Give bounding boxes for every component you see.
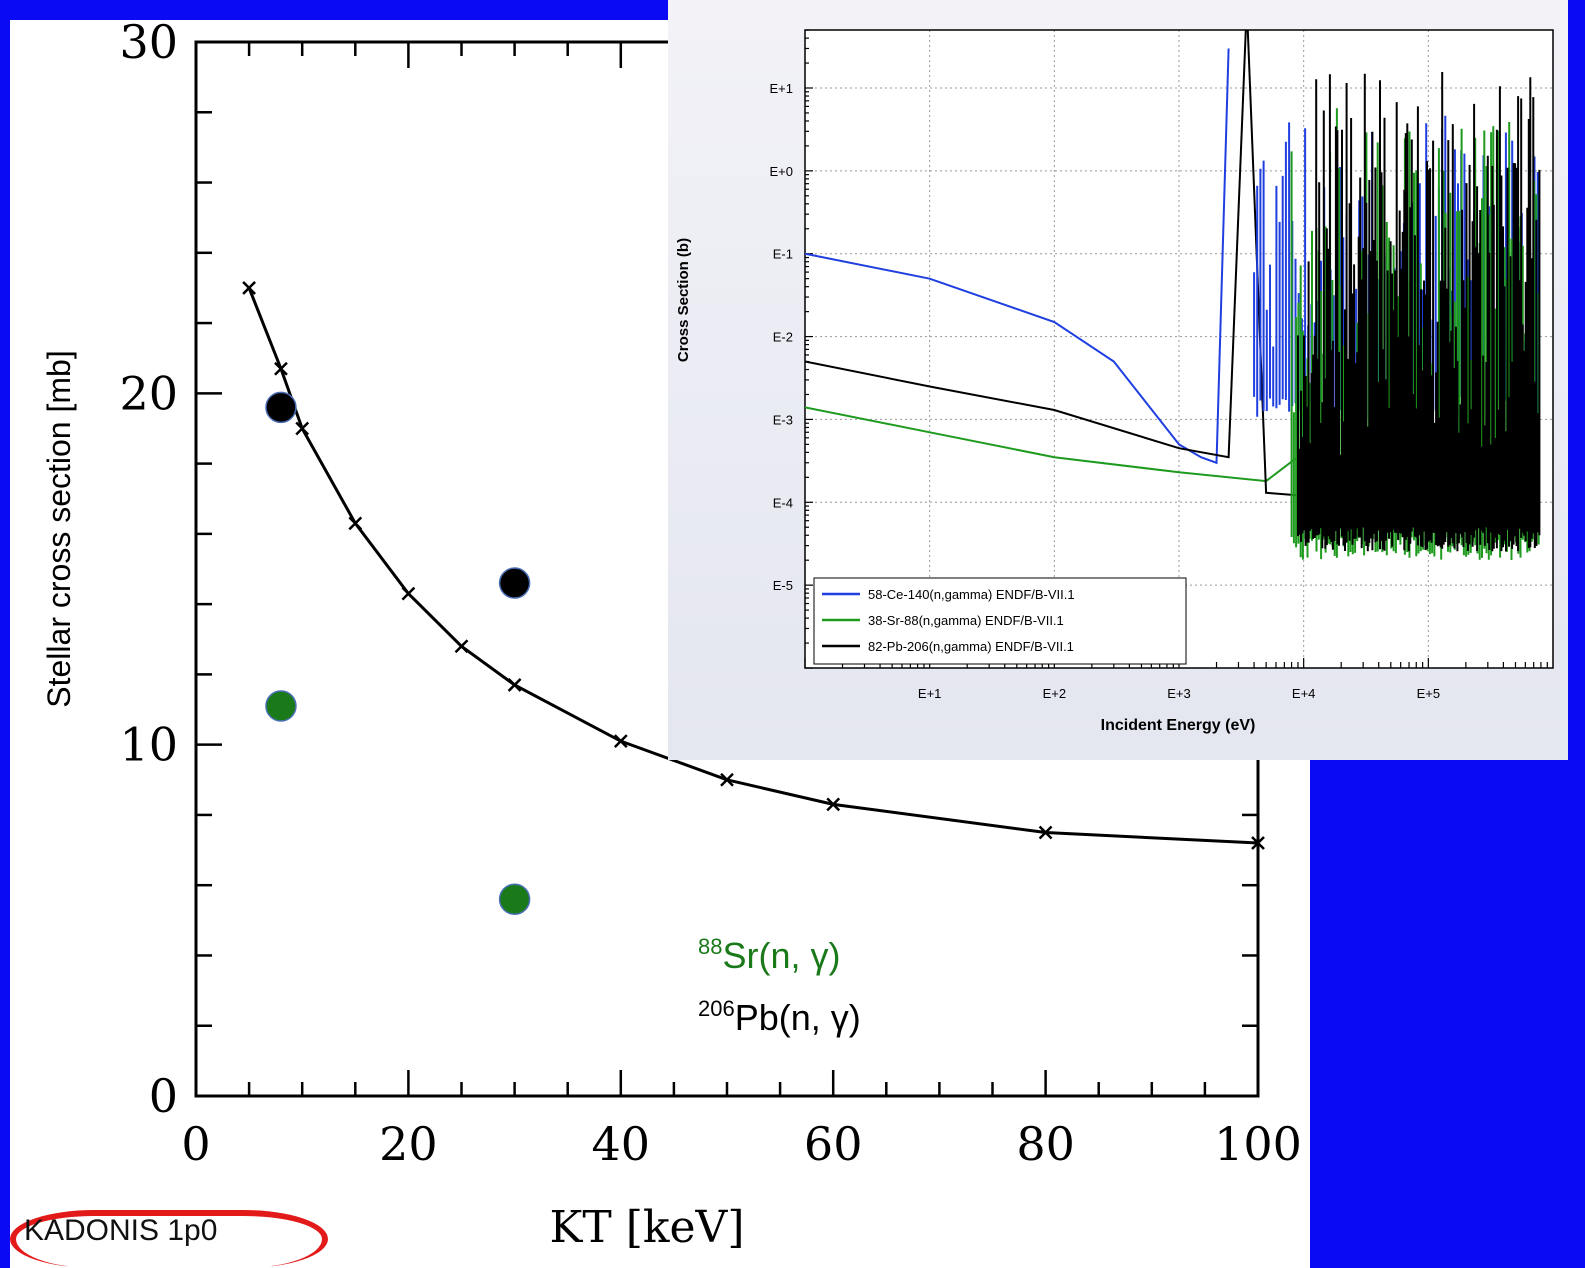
x-tick-label: 60 bbox=[804, 1117, 863, 1171]
y-tick-label: 0 bbox=[149, 1069, 178, 1123]
pb206-annotation: 206Pb(n, γ) bbox=[698, 996, 861, 1038]
x-marker-point bbox=[826, 797, 841, 812]
inset-legend-label: 58-Ce-140(n,gamma) ENDF/B-VII.1 bbox=[868, 587, 1075, 602]
inset-x-tick-label: E+4 bbox=[1292, 686, 1316, 701]
sr88-annotation: 88Sr(n, γ) bbox=[698, 934, 841, 976]
inset-x-tick-label: E+3 bbox=[1167, 686, 1191, 701]
x-axis-label: KT [keV] bbox=[549, 1202, 744, 1253]
inset-x-tick-label: E+5 bbox=[1417, 686, 1441, 701]
x-marker-point bbox=[348, 516, 363, 531]
pb206-mass-number: 206 bbox=[698, 996, 735, 1021]
x-marker-point bbox=[720, 772, 734, 787]
y-tick-label: 10 bbox=[119, 718, 178, 772]
inset-series-1 bbox=[805, 406, 1305, 483]
x-tick-label: 80 bbox=[1016, 1117, 1075, 1171]
pb206-reaction: Pb(n, γ) bbox=[735, 997, 861, 1038]
inset-pb206-resonances bbox=[1297, 72, 1541, 552]
series-line-kadonis bbox=[247, 287, 1259, 845]
x-marker-point bbox=[274, 361, 288, 376]
inset-series-0 bbox=[805, 48, 1230, 465]
inset-y-tick-label: E-2 bbox=[773, 330, 793, 345]
x-tick-label: 20 bbox=[379, 1117, 438, 1171]
main-chart: 0 20 40 60 80 100 0 10 20 30 KT [keV] Stellar cross… bbox=[41, 20, 1302, 1253]
x-marker-point bbox=[454, 639, 469, 654]
x-marker-point bbox=[507, 678, 522, 692]
inset-x-axis-label: Incident Energy (eV) bbox=[1101, 717, 1256, 734]
inset-y-tick-label: E-5 bbox=[773, 578, 793, 593]
sr88-point bbox=[265, 690, 297, 722]
x-tick-label: 40 bbox=[592, 1117, 651, 1171]
inset-y-tick-label: E-3 bbox=[773, 412, 793, 427]
x-marker-point bbox=[242, 281, 256, 295]
inset-y-axis-label: Cross Section (b) bbox=[675, 238, 692, 362]
x-tick-label: 100 bbox=[1214, 1117, 1302, 1171]
source-label: KADONIS 1p0 bbox=[24, 1214, 218, 1247]
inset-chart: E+1 E+2 E+3 E+4 E+5 E+1 E+0 E-1 E-2 E-3 E-4 E-5 Inci… bbox=[675, 29, 1554, 734]
sr88-point bbox=[498, 883, 531, 916]
y-tick-label: 30 bbox=[119, 20, 178, 69]
inset-legend-label: 82-Pb-206(n,gamma) ENDF/B-VII.1 bbox=[868, 639, 1074, 654]
x-tick-label: 0 bbox=[181, 1117, 210, 1171]
x-marker-point bbox=[295, 421, 310, 436]
inset-series-2 bbox=[805, 30, 1304, 497]
inset-y-tick-label: E-4 bbox=[773, 495, 793, 510]
inset-y-tick-label: E+0 bbox=[770, 164, 794, 179]
pb206-point bbox=[498, 567, 531, 599]
y-axis-label: Stellar cross section [mb] bbox=[41, 350, 77, 707]
x-marker-point bbox=[1038, 825, 1053, 840]
x-marker-point bbox=[1251, 836, 1265, 850]
y-tick-label: 20 bbox=[119, 366, 178, 420]
sr88-reaction: Sr(n, γ) bbox=[722, 935, 840, 976]
sr88-mass-number: 88 bbox=[698, 934, 722, 959]
inset-y-tick-label: E+1 bbox=[770, 81, 794, 96]
inset-legend-box bbox=[813, 577, 1187, 665]
x-marker-point bbox=[613, 734, 628, 749]
inset-x-tick-label: E+1 bbox=[918, 686, 942, 701]
inset-chart-panel: E+1 E+2 E+3 E+4 E+5 E+1 E+0 E-1 E-2 E-3 E-4 E-5 Inci… bbox=[668, 0, 1568, 760]
source-oval bbox=[10, 1210, 328, 1268]
x-marker-point bbox=[401, 586, 416, 601]
pb206-point bbox=[265, 391, 297, 424]
inset-legend-label: 38-Sr-88(n,gamma) ENDF/B-VII.1 bbox=[868, 613, 1064, 628]
inset-x-tick-label: E+2 bbox=[1043, 686, 1067, 701]
inset-y-tick-label: E-1 bbox=[773, 247, 793, 262]
